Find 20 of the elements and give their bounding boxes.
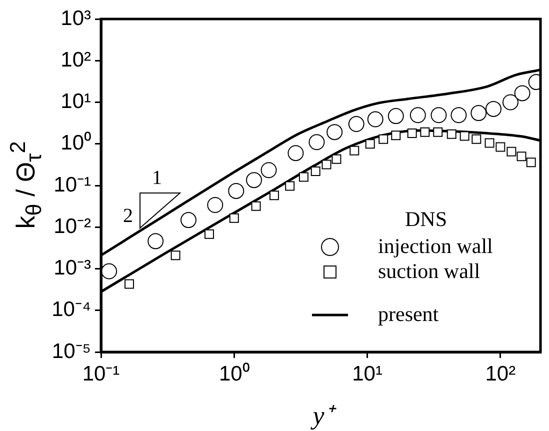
y-tick-label: 10⁻¹ xyxy=(54,173,91,196)
legend-label: present xyxy=(378,302,439,327)
y-tick-label: 10⁻³ xyxy=(54,256,91,280)
legend-label: suction wall xyxy=(378,259,480,284)
y-tick-label: 10⁰ xyxy=(60,132,91,155)
y-tick-label: 10² xyxy=(60,48,91,72)
legend-title: DNS xyxy=(405,207,448,232)
annotation: 1 xyxy=(152,167,162,190)
x-tick-label: 10⁰ xyxy=(218,362,250,386)
legend-label: injection wall xyxy=(378,234,493,259)
x-tick-label: 10¹ xyxy=(352,362,382,386)
x-axis-title: y⁺ xyxy=(310,400,338,431)
x-tick-label: 10⁻¹ xyxy=(82,362,120,386)
y-tick-label: 10³ xyxy=(60,6,91,30)
annotation: 2 xyxy=(123,205,133,228)
y-tick-label: 10⁻⁴ xyxy=(52,298,91,322)
y-tick-label: 10¹ xyxy=(60,90,91,114)
y-tick-label: 10⁻⁵ xyxy=(52,340,91,363)
y-tick-label: 10⁻² xyxy=(54,214,91,238)
x-tick-label: 10² xyxy=(485,362,516,386)
